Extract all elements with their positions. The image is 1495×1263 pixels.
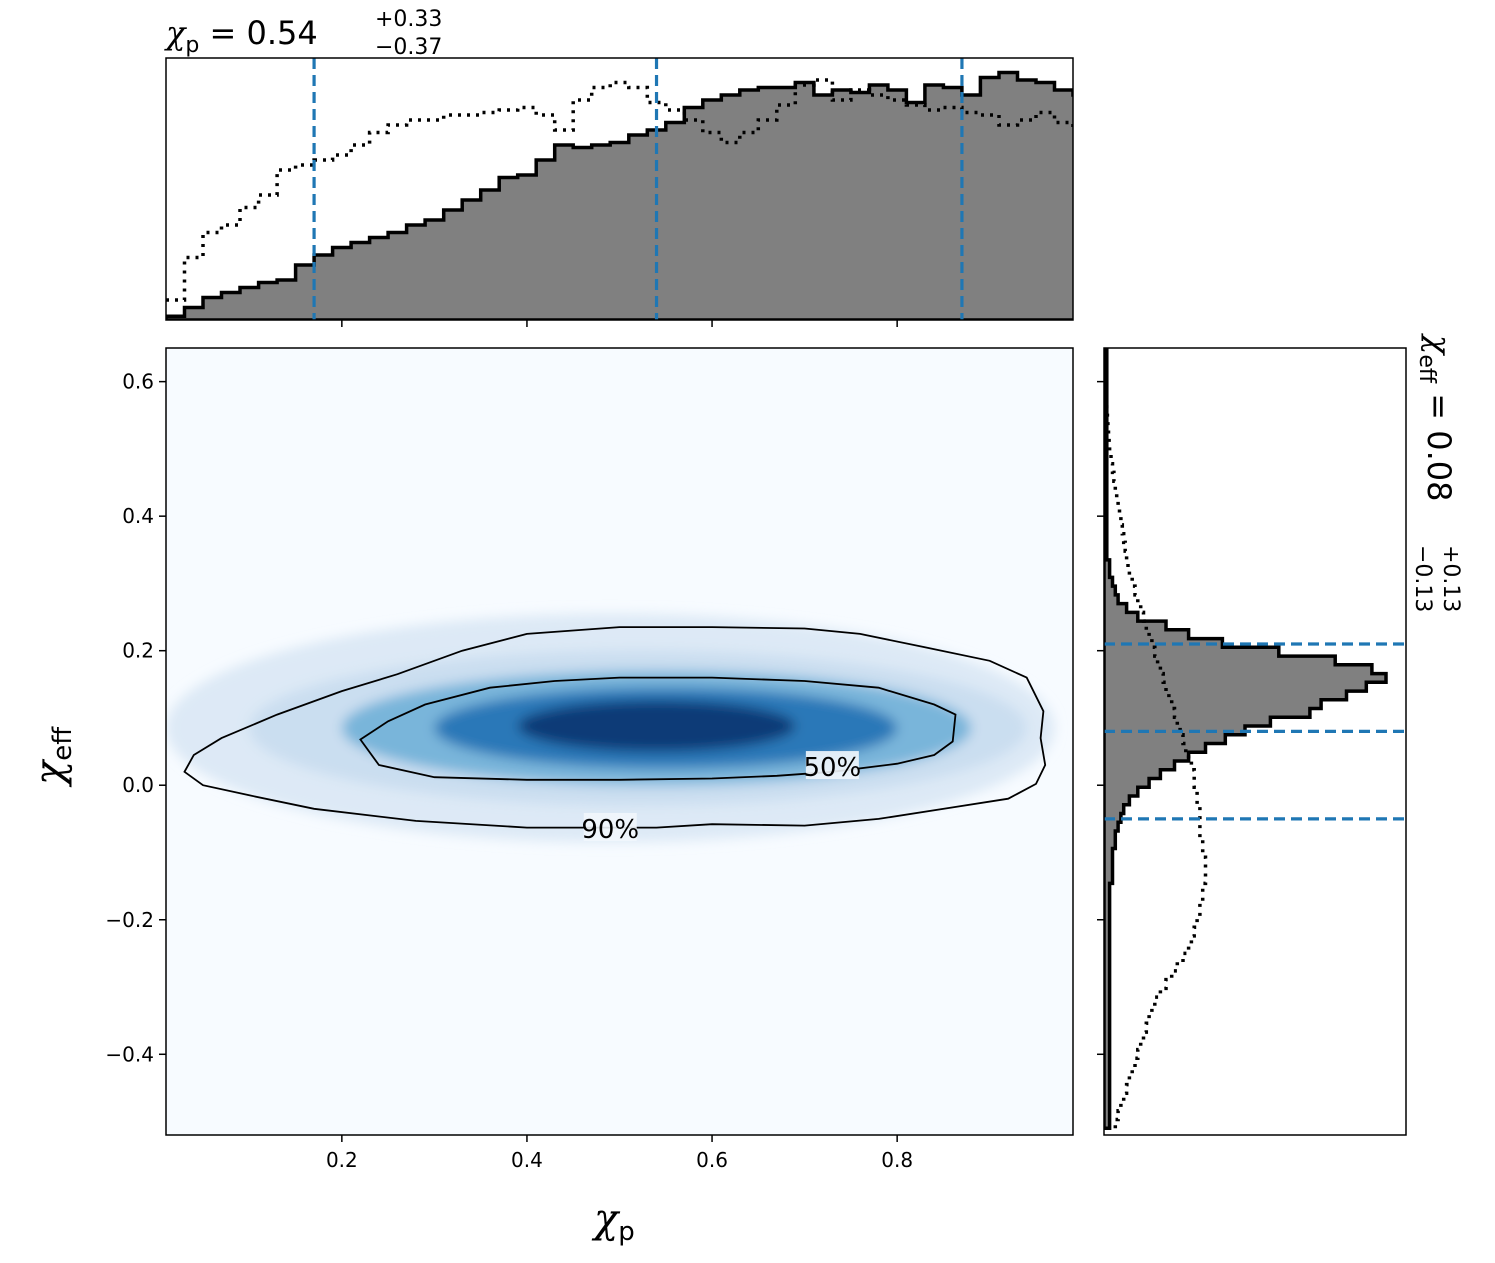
chi-p-prior-step	[166, 78, 1073, 302]
chi-p-title-symbol: χ	[164, 14, 187, 52]
density-heatmap	[166, 613, 1055, 843]
y-axis-label-symbol: χ	[27, 758, 73, 788]
x-axis-label-symbol: χ	[591, 1196, 621, 1242]
y-axis-label-sub: eff	[48, 726, 78, 761]
chi-eff-title-symbol: χ	[1420, 333, 1458, 356]
x-tick-label: 0.2	[326, 1148, 358, 1172]
y-tick-label: −0.4	[105, 1042, 154, 1066]
chi-p-title-sub: p	[185, 33, 199, 58]
chi-p-posterior-step	[166, 70, 1073, 320]
chi-p-title-plus: +0.33	[375, 7, 442, 32]
joint-frame	[165, 347, 1074, 1136]
x-axis-label-sub: p	[618, 1217, 635, 1247]
y-tick-label: 0.6	[122, 370, 154, 394]
chi-eff-summary-title: χeff = 0.08 +0.13 −0.13	[1410, 333, 1463, 612]
chi-eff-title-sub: eff	[1414, 354, 1439, 384]
density-level-core	[517, 700, 796, 752]
chi-eff-posterior-step	[1104, 348, 1388, 1131]
chi-eff-title-minus: −0.13	[1410, 545, 1435, 612]
y-tick-label: 0.0	[122, 773, 154, 797]
y-tick-label: −0.2	[105, 908, 154, 932]
contour-90-percent	[183, 626, 1047, 829]
x-tick-label: 0.4	[511, 1148, 543, 1172]
chi-p-title-median: 0.54	[247, 14, 318, 52]
chi-eff-title-plus: +0.13	[1438, 545, 1463, 612]
top-histogram-panel	[165, 57, 1074, 327]
chi-eff-title-median: 0.08	[1420, 430, 1458, 501]
joint-density-panel: 50% 90% 0.2 0.4 0.6 0.8 −0.4 −0.2 0.0 0.2 0.4 0.6	[105, 347, 1074, 1172]
contour-label-90-percent: 90%	[581, 815, 639, 845]
right-histogram-panel	[1097, 347, 1407, 1136]
chi-eff-posterior-fill	[1104, 348, 1386, 1129]
right-histogram-frame	[1103, 347, 1407, 1136]
x-axis-label: χp	[591, 1196, 635, 1247]
y-tick-label: 0.4	[122, 504, 154, 528]
chi-p-summary-title: χp = 0.54	[164, 14, 318, 58]
chi-p-title-minus: −0.37	[375, 35, 442, 60]
y-tick-label: 0.2	[122, 639, 154, 663]
contour-label-bg	[583, 812, 637, 841]
chi-p-posterior-fill	[166, 72, 1073, 320]
contour-label-bg	[805, 751, 859, 780]
contour-50-percent	[359, 676, 957, 781]
x-tick-label: 0.8	[881, 1148, 913, 1172]
x-tick-label: 0.6	[696, 1148, 728, 1172]
contour-label-50-percent: 50%	[803, 753, 861, 783]
svg-text:χeff = 0.08: χeff = 0.08	[1414, 333, 1458, 502]
top-histogram-frame	[165, 57, 1074, 321]
y-axis-label: χeff	[27, 726, 78, 788]
chi-eff-prior-step	[1104, 348, 1208, 1129]
